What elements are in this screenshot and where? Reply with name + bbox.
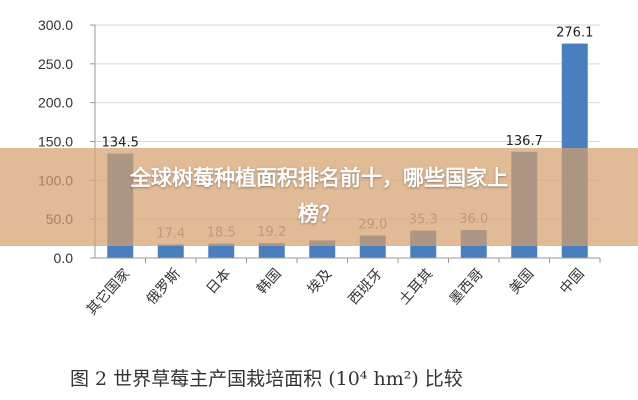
y-tick-label: 250.0 [38,56,73,72]
x-tick-label: 其它国家 [83,265,133,318]
data-label: 136.7 [506,134,543,149]
x-tick-label: 土耳其 [396,266,436,308]
y-tick-label: 0.0 [54,250,74,266]
data-label: 134.5 [102,136,139,151]
data-label: 276.1 [556,26,593,41]
article-title: 全球树莓种植面积排名前十，哪些国家上 榜？ [0,160,638,232]
article-title-line-2: 榜？ [298,202,340,226]
x-tick-label: 西班牙 [346,266,386,308]
title-banner [0,148,638,246]
x-tick-label: 日本 [204,266,235,298]
y-tick-label: 150.0 [38,134,73,150]
x-tick-label: 中国 [557,266,588,298]
x-tick-label: 俄罗斯 [144,266,184,308]
bar [157,244,184,258]
x-axis-labels: 其它国家 俄罗斯 日本 韩国 埃及 西班牙 土耳其 墨西哥 美国 中国 [83,265,588,318]
bar [208,243,235,258]
y-tick-label: 200.0 [38,95,73,111]
bar [258,243,285,258]
article-title-line-1: 全球树莓种植面积排名前十，哪些国家上 [130,166,508,190]
x-tick-label: 韩国 [254,266,285,298]
figure-caption: 图 2 世界草莓主产国栽培面积 (10⁴ hm²) 比较 [70,368,463,390]
x-tick-label: 墨西哥 [447,266,487,308]
y-tick-label: 300.0 [38,17,73,33]
x-tick-label: 美国 [507,266,538,298]
x-tick-label: 埃及 [305,266,336,298]
